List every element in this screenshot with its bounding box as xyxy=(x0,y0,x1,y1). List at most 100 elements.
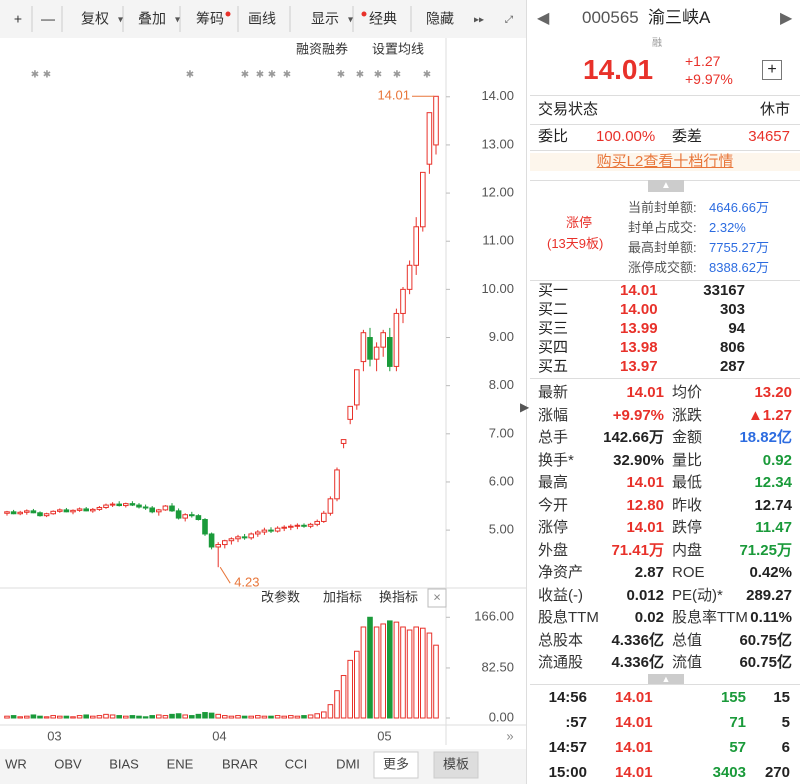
volume-bar xyxy=(162,715,169,719)
volume-bar xyxy=(123,715,129,719)
x-tick-label: 05 xyxy=(377,728,391,743)
toolbar-icon[interactable]: ▾ xyxy=(118,15,123,26)
scroll-icon[interactable]: » xyxy=(506,728,513,743)
y-tick-label: 6.00 xyxy=(489,473,514,488)
event-marker[interactable]: ✱ xyxy=(43,70,51,81)
candle-body xyxy=(354,369,360,406)
indicator-tab[interactable]: 模板 xyxy=(443,756,469,771)
toolbar-icon[interactable]: ⤢ xyxy=(505,15,513,26)
stat-label: 股息率TTM xyxy=(672,609,748,626)
toolbar-button[interactable]: — xyxy=(41,11,55,27)
limit-label: 封单占成交: xyxy=(628,220,697,235)
trade-count: 15 xyxy=(773,689,790,706)
y-tick-label: 12.00 xyxy=(481,185,514,200)
trade-volume: 71 xyxy=(729,714,746,731)
volume-bar xyxy=(281,715,287,719)
add-watch[interactable]: + xyxy=(762,60,782,80)
stat-value: 142.66万 xyxy=(603,429,664,446)
trade-price: 14.01 xyxy=(615,714,653,731)
toolbar-button[interactable]: 隐藏 xyxy=(426,11,454,27)
indicator-tab[interactable]: CCI xyxy=(285,756,307,771)
volume-bar xyxy=(215,713,221,719)
limit-label: 最高封单额: xyxy=(628,240,697,255)
indicator-button[interactable]: 加指标 xyxy=(323,589,362,604)
toolbar-icon[interactable]: ▸▸ xyxy=(474,15,484,26)
stat-value: 14.01 xyxy=(626,519,664,536)
indicator-button[interactable]: 改参数 xyxy=(261,589,300,604)
close-icon[interactable]: × xyxy=(433,589,441,604)
chart-link[interactable]: 融资融券 xyxy=(296,41,348,56)
candle-body xyxy=(103,504,109,508)
toolbar-button[interactable]: 经典 xyxy=(369,11,397,27)
volume-bar xyxy=(433,644,439,719)
bid-label: 买四 xyxy=(538,339,569,356)
toolbar-button[interactable]: 显示 xyxy=(311,11,339,27)
bid-label: 买五 xyxy=(538,358,569,375)
event-marker[interactable]: ✱ xyxy=(356,70,364,81)
volume-bar xyxy=(354,650,360,719)
event-marker[interactable]: ✱ xyxy=(186,70,194,81)
indicator-tab[interactable]: WR xyxy=(5,756,27,771)
volume-bar xyxy=(142,716,149,719)
x-tick-label: 04 xyxy=(212,728,226,743)
margin-tag: 融 xyxy=(652,38,662,49)
event-marker[interactable]: ✱ xyxy=(337,70,345,81)
close-box[interactable] xyxy=(427,588,447,608)
volume-bar xyxy=(387,620,393,719)
l2-link[interactable]: 购买L2查看十档行情 xyxy=(530,153,800,171)
limit-days: (13天9板) xyxy=(547,236,604,251)
collapse-arrow[interactable]: ▶ xyxy=(520,400,530,414)
event-marker[interactable]: ✱ xyxy=(374,70,382,81)
volume-tick-label: 166.00 xyxy=(474,609,514,624)
indicator-tab[interactable]: ENE xyxy=(167,756,194,771)
event-marker[interactable]: ✱ xyxy=(268,70,276,81)
event-marker[interactable]: ✱ xyxy=(393,70,401,81)
candle-body xyxy=(314,520,320,525)
toolbar-button[interactable]: 画线 xyxy=(248,11,276,27)
toolbar-button[interactable]: 叠加 xyxy=(138,11,166,27)
stat-value: 0.92 xyxy=(762,451,792,469)
volume-bar xyxy=(43,716,50,719)
indicator-tab[interactable]: 更多 xyxy=(383,756,409,771)
volume-bar xyxy=(96,715,103,719)
separator xyxy=(530,150,800,151)
event-marker[interactable]: ✱ xyxy=(423,70,431,81)
toolbar-button[interactable]: 复权 xyxy=(81,11,109,27)
stat-label: 换手* xyxy=(538,451,574,469)
event-marker[interactable]: ✱ xyxy=(283,70,291,81)
stat-value: 11.47 xyxy=(755,519,792,536)
expand-tab[interactable]: ▲ xyxy=(648,180,684,192)
x-tick-label: 03 xyxy=(47,728,61,743)
candle-body xyxy=(380,332,386,348)
nav-next[interactable]: ▶ xyxy=(780,10,793,27)
volume-bar xyxy=(360,626,367,719)
candle-body xyxy=(274,527,281,532)
volume-bar xyxy=(393,621,400,719)
candle-body xyxy=(367,337,373,360)
expand-tab[interactable]: ▲ xyxy=(648,674,684,684)
bid-volume: 94 xyxy=(728,320,745,337)
bid-label: 买三 xyxy=(538,320,569,337)
chart-link[interactable]: 设置均线 xyxy=(372,41,424,56)
event-marker[interactable]: ✱ xyxy=(31,70,39,81)
indicator-tab[interactable]: OBV xyxy=(54,756,82,771)
toolbar-icon[interactable]: ▾ xyxy=(175,15,180,26)
nav-prev[interactable]: ◀ xyxy=(537,10,550,27)
event-marker[interactable]: ✱ xyxy=(241,70,249,81)
toolbar-button[interactable]: 筹码 xyxy=(196,11,224,27)
candle-body xyxy=(142,506,149,509)
indicator-tab[interactable]: BIAS xyxy=(109,756,139,771)
toolbar-button[interactable]: + xyxy=(14,11,22,27)
indicator-tab[interactable]: BRAR xyxy=(222,756,258,771)
toolbar-icon[interactable]: ▾ xyxy=(348,15,353,26)
trade-time: 14:57 xyxy=(548,739,587,756)
trade-count: 6 xyxy=(781,739,790,756)
volume-bar xyxy=(235,715,241,719)
stat-label: 最高 xyxy=(538,474,569,491)
trade-price: 14.01 xyxy=(615,764,653,781)
volume-bar xyxy=(90,715,96,719)
y-tick-label: 11.00 xyxy=(482,233,514,248)
indicator-tab[interactable]: DMI xyxy=(336,756,360,771)
event-marker[interactable]: ✱ xyxy=(256,70,264,81)
indicator-button[interactable]: 换指标 xyxy=(379,589,418,604)
